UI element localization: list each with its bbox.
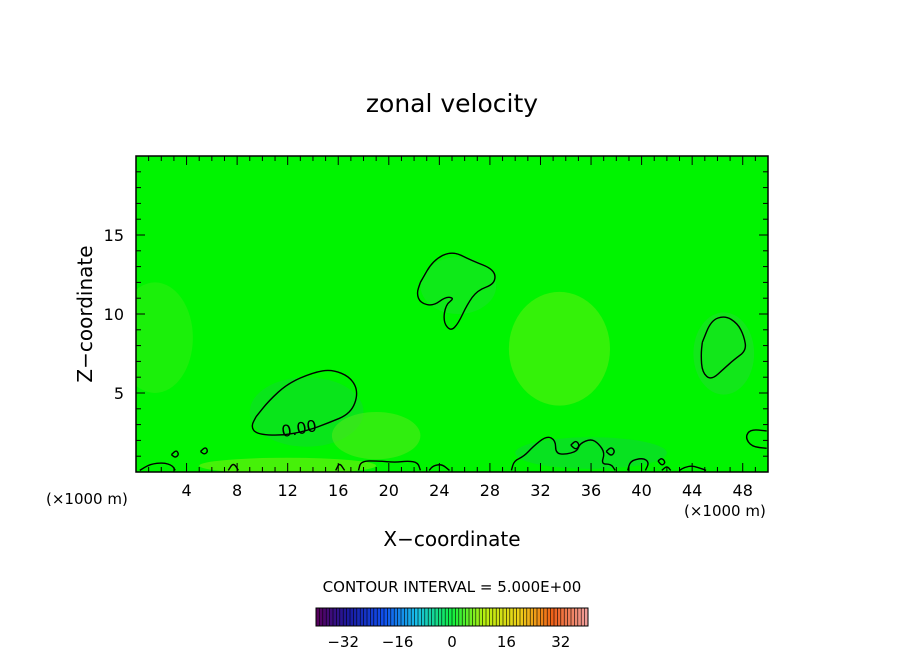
field-anomalies bbox=[136, 257, 755, 472]
x-unit-right: (×1000 m) bbox=[684, 502, 766, 520]
anomaly-4 bbox=[420, 257, 497, 314]
colorbar-tick-label: 16 bbox=[497, 633, 516, 651]
contour-line-8 bbox=[510, 436, 616, 471]
colorbar-divisions bbox=[319, 608, 585, 626]
anomaly-6 bbox=[515, 437, 667, 469]
x-unit-left: (×1000 m) bbox=[46, 490, 128, 508]
colorbar-tick-label: 0 bbox=[447, 633, 457, 651]
contour-line-7 bbox=[428, 464, 450, 471]
x-tick-label: 4 bbox=[181, 481, 191, 500]
colorbar-tick-label: −16 bbox=[382, 633, 414, 651]
contour-loop-0 bbox=[170, 450, 179, 458]
contour-line-1 bbox=[416, 252, 496, 330]
x-tick-label: 16 bbox=[328, 481, 348, 500]
anomaly-5 bbox=[136, 282, 193, 393]
contour-line-0 bbox=[251, 369, 358, 436]
x-tick-label: 36 bbox=[581, 481, 601, 500]
y-axis-label: Z−coordinate bbox=[73, 245, 97, 382]
anomaly-1 bbox=[331, 411, 421, 460]
contour-line-12 bbox=[745, 429, 767, 449]
y-tick-label: 10 bbox=[104, 305, 124, 324]
contour-interval-text: CONTOUR INTERVAL = 5.000E+00 bbox=[323, 578, 582, 596]
contour-line-3 bbox=[139, 462, 176, 471]
x-tick-label: 28 bbox=[480, 481, 500, 500]
contour-line-5 bbox=[335, 463, 346, 471]
contour-line-4 bbox=[227, 463, 239, 471]
contour-loop-1 bbox=[200, 447, 208, 455]
anomaly-2 bbox=[508, 291, 610, 406]
x-tick-label: 24 bbox=[429, 481, 449, 500]
colorbar-tick-labels: −32 −16 0 16 32 bbox=[327, 633, 570, 651]
x-tick-label: 20 bbox=[379, 481, 399, 500]
x-tick-label: 12 bbox=[278, 481, 298, 500]
contour-line-2 bbox=[700, 316, 747, 379]
x-tick-label: 40 bbox=[631, 481, 651, 500]
anomaly-3 bbox=[693, 312, 755, 395]
chart-title: zonal velocity bbox=[366, 89, 538, 118]
velocity-field bbox=[136, 156, 768, 472]
zero-contours bbox=[139, 252, 767, 472]
contour-line-11 bbox=[679, 465, 707, 472]
contour-loop-2 bbox=[570, 440, 580, 450]
colorbar-tick-label: −32 bbox=[327, 633, 359, 651]
contour-line-9 bbox=[627, 458, 649, 471]
colorbar-tick-label: 32 bbox=[551, 633, 570, 651]
x-tick-label: 48 bbox=[733, 481, 753, 500]
axis-ticks bbox=[136, 156, 768, 472]
contour-loop-3 bbox=[605, 447, 615, 456]
contour-line-6 bbox=[357, 460, 422, 471]
colorbar: −32 −16 0 16 32 bbox=[315, 607, 589, 651]
x-tick-label: 32 bbox=[530, 481, 550, 500]
plot-area bbox=[136, 156, 768, 472]
y-tick-label: 15 bbox=[104, 226, 124, 245]
x-axis-label: X−coordinate bbox=[383, 527, 520, 551]
x-tick-label: 44 bbox=[682, 481, 702, 500]
y-tick-label: 5 bbox=[114, 384, 124, 403]
contour-loop-4 bbox=[657, 458, 666, 466]
x-tick-label: 8 bbox=[232, 481, 242, 500]
contour-line-10 bbox=[661, 466, 672, 471]
